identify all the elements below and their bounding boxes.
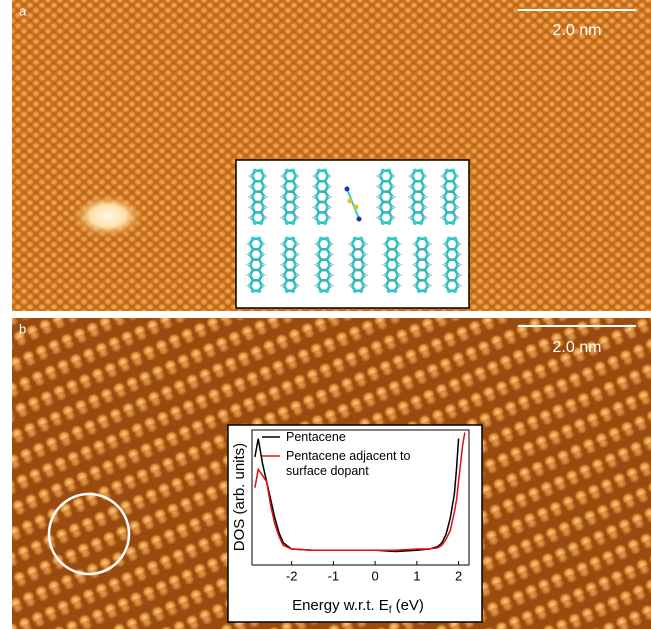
figure-svg: a 2.0 nm b 2.0 nm DOS (arb. units) Energ… [0, 0, 651, 629]
x-axis-label-text: Energy w.r.t. E [292, 597, 389, 614]
y-axis-label: DOS (arb. units) [231, 443, 248, 551]
x-axis-label-subscript: f [389, 605, 392, 616]
x-tick-label: -2 [286, 568, 298, 583]
scale-bar-label: 2.0 nm [553, 339, 602, 356]
adsorbate [72, 194, 144, 238]
legend-entry: Pentacene adjacent to surface dopant [286, 449, 436, 479]
panel-label: b [19, 321, 26, 336]
x-axis-label: Energy w.r.t. Ef (eV) [292, 597, 424, 616]
x-tick-label: 0 [371, 568, 378, 583]
scale-bar-label: 2.0 nm [553, 22, 602, 39]
x-axis-label-unit: (eV) [396, 597, 424, 614]
panel-label: a [19, 3, 27, 18]
x-tick-label: 1 [413, 568, 420, 583]
figure: a 2.0 nm b 2.0 nm DOS (arb. units) Energ… [0, 0, 651, 629]
x-tick-label: -1 [328, 568, 340, 583]
legend-entry: Pentacene [286, 430, 346, 445]
x-tick-label: 2 [455, 568, 462, 583]
